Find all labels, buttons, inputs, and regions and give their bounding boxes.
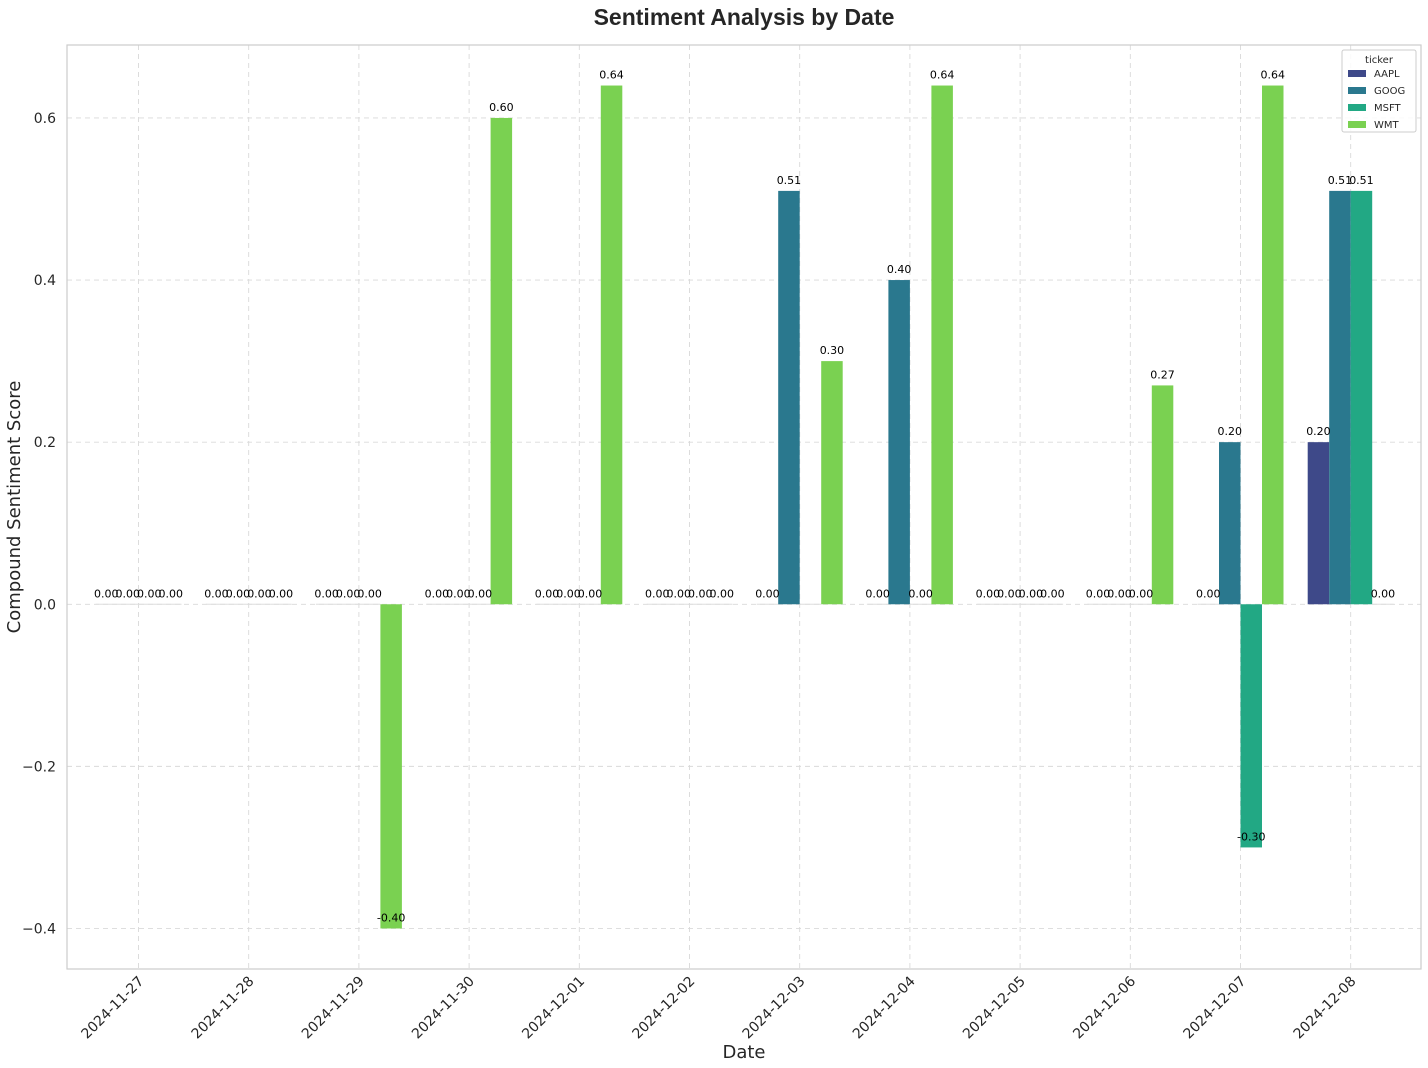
bar-labels: 0.00 0.00 0.00 0.00 0.00 0.00 0.00 0.00 0.00 0.00… bbox=[94, 69, 1395, 925]
x-tick-label: 2024-11-30 bbox=[409, 974, 478, 1043]
legend-entry: WMT bbox=[1374, 120, 1400, 131]
bar-msft bbox=[1240, 604, 1262, 848]
bar-value-label: 0.64 bbox=[599, 69, 624, 82]
bar-value-label: 0.00 bbox=[226, 587, 251, 600]
bar-value-label: 0.00 bbox=[1019, 587, 1044, 600]
legend-swatch bbox=[1348, 87, 1366, 94]
x-tick-label: 2024-12-06 bbox=[1070, 973, 1139, 1042]
bar-value-label: 0.00 bbox=[468, 587, 493, 600]
bar-goog bbox=[1219, 442, 1241, 605]
bar-value-label: -0.40 bbox=[377, 911, 405, 924]
bar-value-label: 0.27 bbox=[1150, 368, 1175, 381]
y-axis-ticks: −0.4 −0.2 0.0 0.2 0.4 0.6 bbox=[22, 111, 56, 938]
x-tick-label: 2024-12-01 bbox=[519, 974, 588, 1043]
bar-value-label: 0.00 bbox=[446, 587, 471, 600]
y-tick-label: −0.2 bbox=[22, 759, 56, 775]
bar-value-label: -0.30 bbox=[1237, 830, 1265, 843]
chart-title: Sentiment Analysis by Date bbox=[594, 4, 895, 30]
bar-wmt bbox=[600, 85, 623, 605]
grid bbox=[67, 45, 1421, 969]
bar-value-label: 0.00 bbox=[137, 587, 162, 600]
bar-value-label: 0.00 bbox=[336, 587, 361, 600]
bar-value-label: 0.00 bbox=[204, 587, 229, 600]
bar-wmt bbox=[931, 85, 953, 605]
bar-value-label: 0.00 bbox=[94, 587, 119, 600]
bars bbox=[95, 85, 1394, 929]
bar-value-label: 0.00 bbox=[556, 587, 581, 600]
x-axis-label: Date bbox=[722, 1042, 765, 1063]
bar-value-label: 0.00 bbox=[314, 587, 339, 600]
bar-value-label: 0.00 bbox=[578, 587, 603, 600]
bar-value-label: 0.00 bbox=[1086, 587, 1111, 600]
legend-title: ticker bbox=[1365, 55, 1394, 66]
bar-value-label: 0.00 bbox=[1371, 587, 1396, 600]
x-axis-ticks: 2024-11-27 2024-11-28 2024-11-29 2024-11-30… bbox=[78, 973, 1359, 1042]
x-tick-label: 2024-12-07 bbox=[1180, 974, 1249, 1043]
bar-value-label: 0.00 bbox=[357, 587, 382, 600]
y-tick-label: −0.4 bbox=[22, 921, 56, 937]
plot-frame bbox=[66, 44, 1422, 970]
bar-value-label: 0.00 bbox=[1129, 587, 1154, 600]
legend-entry: AAPL bbox=[1374, 69, 1400, 80]
bar-value-label: 0.00 bbox=[908, 587, 933, 600]
bar-value-label: 0.51 bbox=[1328, 174, 1353, 187]
bar-value-label: 0.30 bbox=[820, 344, 845, 357]
legend-entry: GOOG bbox=[1374, 86, 1405, 97]
bar-wmt bbox=[490, 117, 513, 605]
legend-swatch bbox=[1348, 70, 1366, 77]
bar-value-label: 0.00 bbox=[688, 587, 713, 600]
bar-value-label: 0.00 bbox=[755, 587, 780, 600]
x-tick-label: 2024-12-04 bbox=[850, 973, 919, 1042]
bar-value-label: 0.00 bbox=[645, 587, 670, 600]
y-tick-label: 0.4 bbox=[34, 273, 56, 289]
bar-value-label: 0.00 bbox=[535, 587, 560, 600]
bar-value-label: 0.20 bbox=[1306, 425, 1331, 438]
legend-entry: MSFT bbox=[1374, 103, 1402, 114]
bar-msft bbox=[1350, 190, 1373, 605]
bar-value-label: 0.00 bbox=[1196, 587, 1221, 600]
x-tick-label: 2024-12-03 bbox=[740, 974, 809, 1043]
legend-swatch bbox=[1348, 121, 1366, 128]
bar-wmt bbox=[1151, 385, 1174, 605]
bar-value-label: 0.20 bbox=[1218, 425, 1243, 438]
bar-goog bbox=[1329, 190, 1351, 605]
bar-value-label: 0.00 bbox=[667, 587, 692, 600]
bar-value-label: 0.40 bbox=[887, 263, 912, 276]
bar-value-label: 0.51 bbox=[777, 174, 802, 187]
bar-value-label: 0.00 bbox=[997, 587, 1022, 600]
legend: ticker AAPL GOOG MSFT WMT bbox=[1341, 49, 1417, 133]
bar-value-label: 0.00 bbox=[976, 587, 1001, 600]
y-tick-label: 0.2 bbox=[34, 435, 56, 451]
bar-wmt bbox=[380, 604, 402, 929]
x-tick-label: 2024-11-27 bbox=[78, 974, 147, 1043]
bar-value-label: 0.00 bbox=[269, 587, 294, 600]
bar-value-label: 0.51 bbox=[1349, 174, 1374, 187]
bar-goog bbox=[778, 190, 800, 605]
x-tick-label: 2024-11-29 bbox=[299, 974, 368, 1043]
x-tick-label: 2024-12-08 bbox=[1291, 974, 1360, 1043]
bar-value-label: 0.60 bbox=[489, 101, 514, 114]
bar-value-label: 0.00 bbox=[247, 587, 272, 600]
legend-swatch bbox=[1348, 104, 1366, 111]
x-tick-label: 2024-12-05 bbox=[960, 974, 1029, 1043]
bar-value-label: 0.64 bbox=[1261, 69, 1286, 82]
y-tick-label: 0.0 bbox=[34, 597, 56, 613]
bar-value-label: 0.00 bbox=[710, 587, 735, 600]
bar-goog bbox=[888, 280, 910, 605]
bar-value-label: 0.00 bbox=[865, 587, 890, 600]
bar-wmt bbox=[821, 361, 843, 605]
bar-value-label: 0.00 bbox=[1040, 587, 1065, 600]
bar-value-label: 0.00 bbox=[1107, 587, 1132, 600]
x-tick-label: 2024-12-02 bbox=[629, 974, 698, 1043]
bar-wmt bbox=[1262, 85, 1284, 605]
bar-aapl bbox=[1307, 442, 1330, 605]
y-tick-label: 0.6 bbox=[34, 111, 56, 127]
bar-value-label: 0.00 bbox=[116, 587, 141, 600]
bar-value-label: 0.64 bbox=[930, 69, 955, 82]
x-tick-label: 2024-11-28 bbox=[189, 974, 258, 1043]
y-axis-label: Compound Sentiment Score bbox=[4, 381, 25, 634]
bar-value-label: 0.00 bbox=[159, 587, 184, 600]
bar-value-label: 0.00 bbox=[425, 587, 450, 600]
